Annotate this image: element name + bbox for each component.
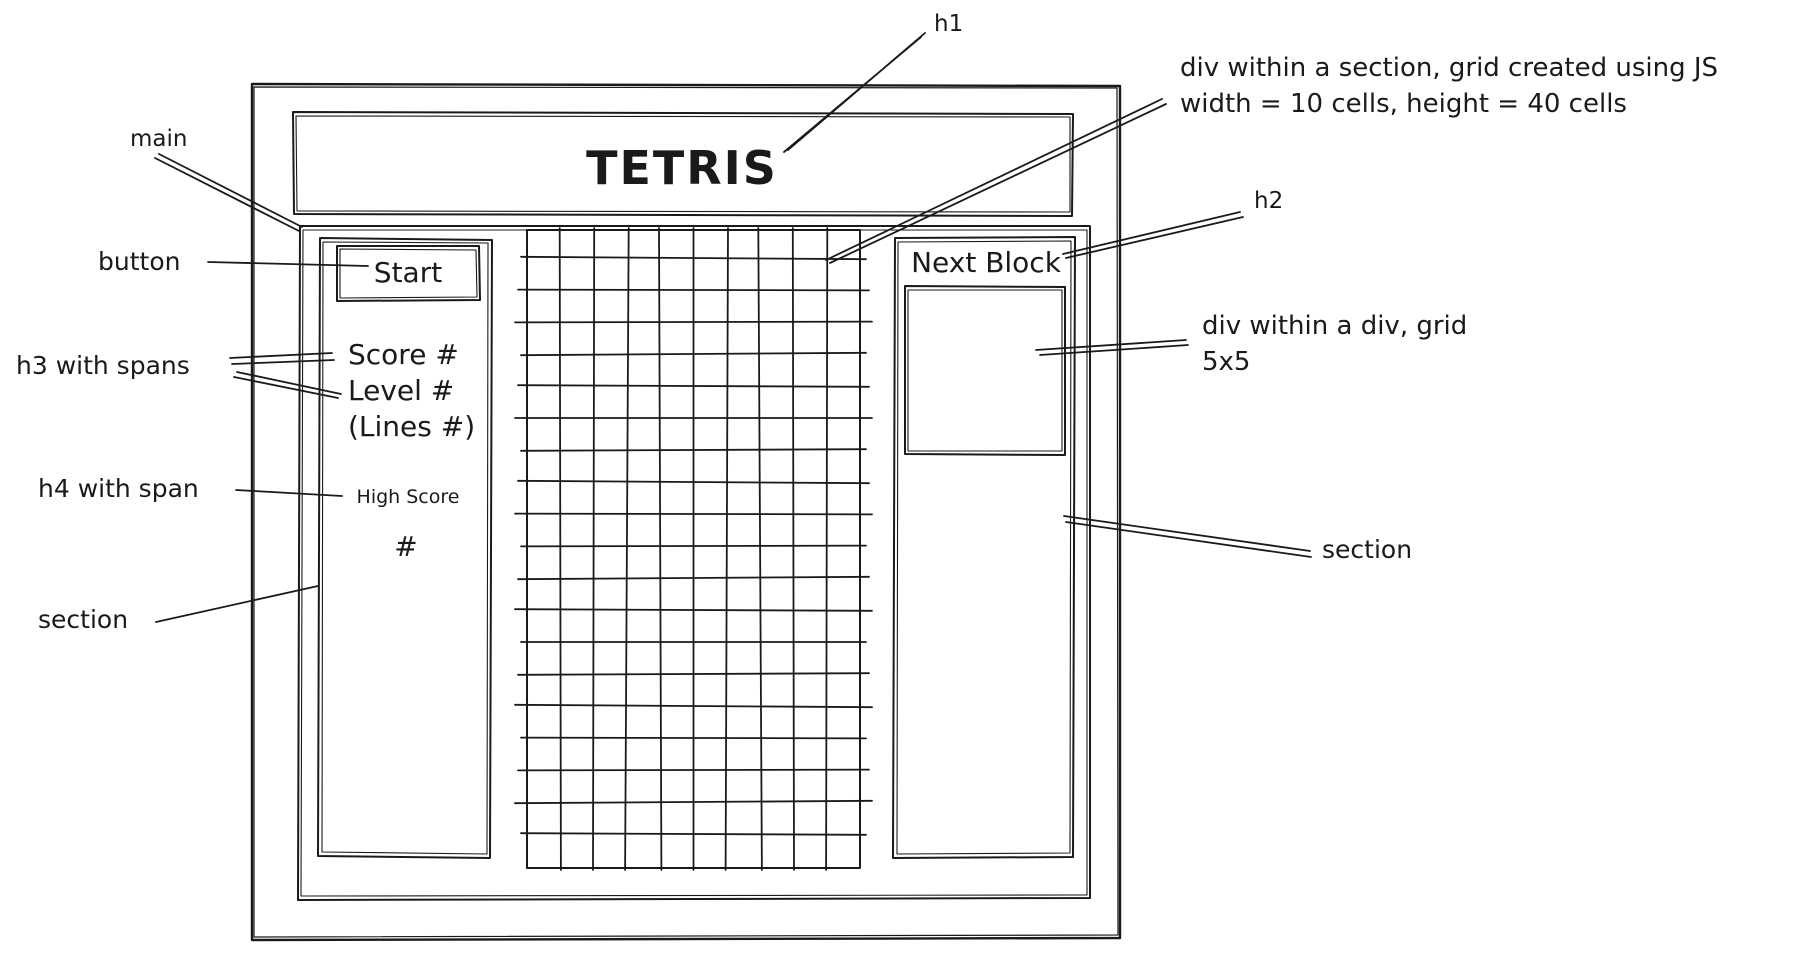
left-section — [317, 237, 493, 859]
h4-pointer — [235, 489, 343, 497]
annotation-h3: h3 with spans — [16, 351, 190, 380]
annotation-preview-line2: 5x5 — [1202, 347, 1250, 377]
board-column-line — [825, 227, 829, 871]
high-score-value: # — [394, 530, 417, 563]
board-row-line — [517, 288, 870, 292]
board-row-line — [517, 575, 870, 581]
button-pointer — [207, 261, 369, 267]
board-row-line — [514, 320, 873, 324]
board-row-line — [520, 832, 867, 836]
high-score-label: High Score — [357, 486, 460, 508]
board-column-line — [558, 227, 562, 871]
board-row-line — [517, 384, 870, 388]
main-pointer — [154, 153, 303, 232]
start-button[interactable]: Start — [336, 245, 481, 302]
annotation-main: main — [130, 126, 187, 152]
board-row-line — [514, 799, 873, 805]
next-block-preview — [904, 285, 1066, 456]
board-row-line — [520, 448, 867, 452]
board-column-line — [624, 227, 630, 871]
board-row-line — [514, 703, 873, 709]
score-text: Score # — [348, 338, 459, 371]
board-row-line — [520, 351, 867, 357]
left-section-pointer — [155, 585, 319, 623]
board-pointer — [825, 98, 1167, 264]
annotation-board-line2: width = 10 cells, height = 40 cells — [1180, 89, 1627, 119]
annotation-h4: h4 with span — [38, 474, 199, 503]
board-row-line — [520, 255, 867, 261]
board-column-line — [592, 227, 596, 871]
game-board — [514, 227, 873, 871]
header-box — [292, 111, 1074, 217]
board-column-line — [757, 227, 763, 871]
board-row-line — [514, 608, 873, 612]
board-column-line — [658, 227, 663, 871]
right-section — [892, 236, 1076, 859]
board-row-line — [514, 512, 873, 516]
board-column-line — [724, 227, 729, 871]
annotation-preview-line1: div within a div, grid — [1202, 311, 1467, 341]
board-row-line — [520, 736, 867, 740]
board-row-line — [517, 768, 870, 772]
level-text: Level # — [348, 374, 454, 407]
annotation-section-left: section — [38, 605, 128, 634]
board-grid-rows — [514, 255, 873, 836]
board-grid-columns — [558, 227, 829, 871]
board-row-line — [517, 479, 870, 485]
preview-pointer — [1035, 339, 1189, 356]
annotation-h2: h2 — [1254, 188, 1283, 214]
annotation-button: button — [98, 247, 180, 276]
h1-pointer — [783, 32, 926, 153]
annotation-h1: h1 — [934, 11, 963, 37]
h3-pointer — [229, 352, 342, 399]
next-block-heading: Next Block — [911, 246, 1062, 279]
lines-text: (Lines #) — [348, 410, 475, 443]
right-section-pointer — [1063, 515, 1312, 558]
annotation-board-line1: div within a section, grid created using… — [1180, 53, 1718, 83]
annotation-section-right: section — [1322, 535, 1412, 564]
board-row-line — [520, 544, 867, 548]
h2-pointer — [1062, 211, 1244, 259]
outer-frame — [250, 82, 1122, 942]
board-column-line — [791, 227, 795, 871]
start-button-label: Start — [374, 256, 442, 289]
page-title: TETRIS — [586, 141, 778, 195]
board-row-line — [517, 672, 870, 676]
